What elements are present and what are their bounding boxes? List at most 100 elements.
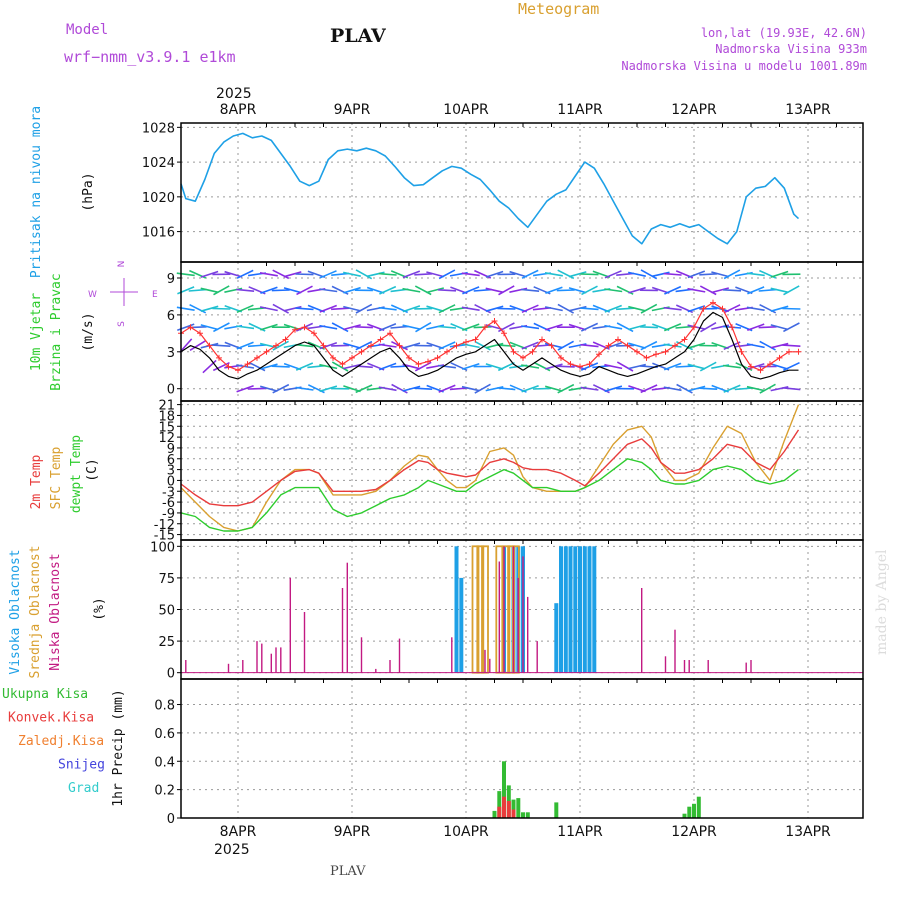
rain_total-bar [554, 802, 559, 818]
wind-barb [283, 287, 302, 294]
wind-gust-point [501, 330, 507, 337]
low-cloud-bar [346, 562, 348, 673]
panel-frame [180, 678, 864, 819]
wind-barb [213, 322, 230, 333]
rain_total-bar [696, 796, 701, 818]
wind-barb [759, 303, 777, 314]
low-cloud-bar [512, 546, 515, 673]
low-cloud-bar [227, 663, 230, 673]
wind-barb [782, 307, 801, 310]
low-cloud-bar [527, 596, 529, 673]
wind-barb [366, 271, 385, 278]
wind-barb [461, 343, 480, 349]
cloud-unit: (%) [92, 597, 107, 620]
wind-barb [616, 307, 635, 311]
wind-barb [699, 387, 718, 390]
y-tick-label: 9 [167, 272, 175, 287]
y-tick-label: 0.2 [154, 784, 175, 799]
compass-n: N [117, 261, 127, 268]
wind-gust-point [548, 342, 555, 349]
wind-barb [390, 325, 409, 329]
wind-barb [700, 322, 717, 333]
low-cloud-bar [745, 662, 747, 673]
wind-barb [449, 387, 468, 391]
high-cloud-bar [578, 546, 582, 673]
wind-barb [259, 363, 278, 370]
wind-barb [747, 323, 765, 332]
high-cloud-bar [582, 546, 587, 673]
wind-gust-point [349, 354, 355, 361]
wind-barb [236, 384, 254, 393]
wind-barb [343, 286, 361, 294]
wind-barb [604, 288, 623, 293]
wind-barb [402, 385, 421, 392]
wind-barb [675, 365, 694, 368]
wind-gust-point [510, 348, 517, 355]
wind-barb [426, 271, 445, 278]
wind-gust-point [624, 342, 631, 349]
wind-barb [307, 384, 325, 394]
wind-barb [734, 387, 753, 391]
wind-barb [260, 286, 278, 295]
high-cloud-bar [459, 577, 464, 673]
low-cloud-bar [707, 660, 709, 673]
y-tick-label: 25 [158, 635, 175, 650]
wind-gust-point [444, 348, 450, 355]
y-tick-label: 100 [150, 540, 175, 555]
wind-barb [758, 288, 777, 292]
temp-unit: (C) [85, 458, 100, 481]
temp-axis-title: 2m Temp [29, 454, 44, 509]
low-cloud-bar [503, 546, 505, 673]
wind-barb [213, 285, 230, 296]
precip-legend-item: Snijeg [58, 758, 105, 773]
y-tick-label: 75 [158, 572, 175, 587]
wind-barb [759, 383, 776, 394]
wind-barb [485, 342, 504, 349]
rain_total-bar [492, 810, 497, 818]
wind-speed-line [180, 311, 799, 380]
low-cloud-bar [360, 637, 363, 673]
wind-barb [497, 361, 515, 372]
wind-gust-point [577, 363, 583, 370]
wind-gust-point [216, 354, 222, 361]
pressure-line [180, 132, 800, 245]
wind-barb [663, 323, 682, 332]
wind-barb [699, 285, 717, 296]
wind-barb [604, 270, 622, 279]
wind-gust-point [225, 363, 232, 370]
wind-gust-point [197, 330, 203, 337]
wind-barb [379, 285, 397, 295]
wind-barb [473, 288, 492, 292]
wind-barb [746, 272, 765, 277]
y-tick-label: 50 [158, 604, 175, 619]
wind-barb [474, 383, 491, 394]
y-tick-label: -3 [162, 485, 175, 500]
wind-barb [378, 362, 397, 371]
wind-barb [224, 270, 243, 278]
wind-gust-point [463, 339, 469, 345]
wind-barb [723, 384, 741, 393]
rain_total-bar [525, 812, 530, 818]
wind-barb [521, 364, 540, 369]
wind-barb [296, 285, 313, 296]
wind-barb [343, 363, 361, 370]
temp2m-line [180, 429, 800, 507]
low-cloud-bar [303, 612, 306, 673]
pressure-unit: (hPa) [81, 172, 96, 211]
wind-barb [628, 286, 646, 294]
wind-barb [770, 342, 789, 349]
high-cloud-bar [568, 546, 573, 673]
wind-barb [687, 363, 706, 370]
wind-barb [437, 325, 457, 329]
wind-barb [604, 304, 622, 313]
wind-barb [378, 343, 397, 348]
wind-barb [271, 365, 290, 368]
x-tick-label-top: 10APR [443, 102, 489, 118]
wind-barb [628, 324, 646, 331]
wind-barb [331, 361, 349, 372]
low-cloud-bar [688, 660, 690, 673]
wind-barb [711, 271, 730, 278]
y-tick-label: 12 [158, 431, 175, 446]
wind-barb [532, 344, 552, 348]
wind-gust-point [615, 336, 621, 343]
